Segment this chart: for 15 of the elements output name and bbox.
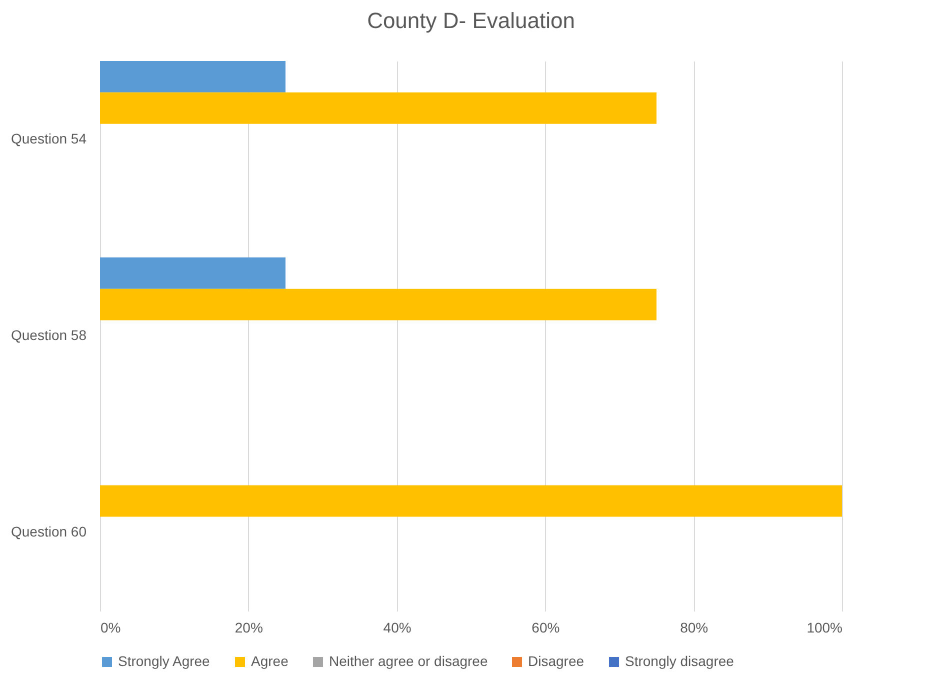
y-tick-label: Question 54: [11, 130, 87, 147]
chart-title: County D- Evaluation: [367, 8, 575, 33]
x-tick-label: 20%: [234, 620, 263, 636]
y-tick-label: Question 58: [11, 327, 87, 343]
legend-label: Disagree: [528, 653, 584, 669]
x-tick-label: 80%: [680, 620, 708, 636]
legend-label: Neither agree or disagree: [329, 653, 488, 669]
legend-label: Strongly Agree: [118, 653, 210, 669]
x-tick-label: 100%: [806, 620, 842, 636]
legend-label: Strongly disagree: [625, 653, 734, 669]
y-tick-label: Question 60: [11, 523, 87, 540]
x-tick-label: 40%: [383, 620, 412, 636]
legend-label: Agree: [251, 653, 289, 669]
x-tick-label: 60%: [532, 620, 560, 636]
x-tick-label: 0%: [100, 620, 121, 636]
